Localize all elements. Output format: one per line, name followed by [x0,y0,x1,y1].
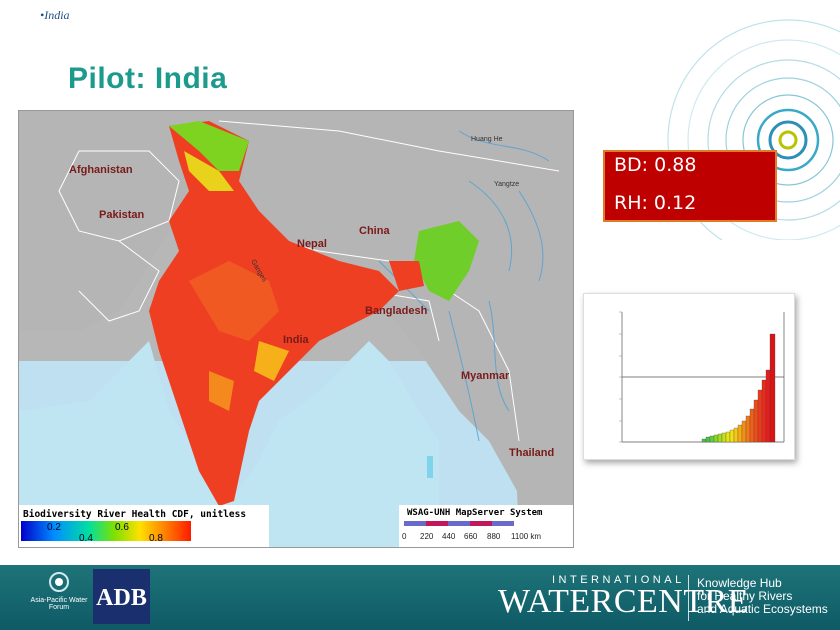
swirl-decoration-icon [667,19,840,240]
breadcrumb: •India [40,8,70,22]
legend-title: Biodiversity River Health CDF, unitless [23,509,246,520]
kh-line-1: Knowledge Hub [697,576,782,590]
server-label: WSAG-UNH MapServer System [407,508,543,518]
stats-box: BD: 0.88 RH: 0.12 [603,150,777,222]
apwf-logo: Asia-Pacific Water Forum [26,569,92,627]
scale-tick-0: 0 [402,532,407,541]
legend-tick-0: 0.2 [47,522,61,533]
adb-logo: ADB [93,569,150,624]
histogram-thumbnail-chart [619,311,785,443]
footer-bar: Asia-Pacific Water Forum ADB INTERNATION… [0,565,840,630]
kh-line-2: for Healthy Rivers [697,589,793,603]
label-pakistan: Pakistan [99,209,145,221]
page-title: Pilot: India [68,62,228,95]
rh-value: RH: 0.12 [614,192,697,214]
iwc-main-label: WATERCENTRE [498,583,750,620]
iwc-top-label: INTERNATIONAL [552,574,685,586]
map-canvas: Afghanistan Pakistan Nepal China India B… [19,111,573,547]
apwf-label: Asia-Pacific Water Forum [30,597,88,611]
label-afghanistan: Afghanistan [69,164,133,176]
legend-tick-2: 0.6 [115,522,129,533]
legend-color-bar [21,521,191,541]
label-yangtze: Yangtze [494,181,519,188]
adb-label: ADB [96,585,147,611]
scale-tick-1: 220 [420,532,434,541]
water-drop-logo-icon [49,572,69,592]
scale-tick-4: 880 [487,532,501,541]
scale-tick-5: 1100 km [511,532,541,541]
label-thailand: Thailand [509,447,554,459]
scale-tick-2: 440 [442,532,456,541]
label-huang-he: Huang He [471,136,503,143]
scale-tick-3: 660 [464,532,478,541]
label-myanmar: Myanmar [461,370,510,382]
kh-line-3: and Aquatic Ecosystems [697,602,828,616]
label-india: India [283,334,310,346]
histogram-thumbnail [583,293,795,460]
label-bangladesh: Bangladesh [365,305,428,317]
bd-value: BD: 0.88 [614,154,697,176]
river-health-map: Afghanistan Pakistan Nepal China India B… [18,110,574,548]
label-nepal: Nepal [297,238,327,250]
label-china: China [359,225,390,237]
iwc-divider [688,575,689,621]
legend-tick-3: 0.8 [149,533,163,544]
legend-tick-1: 0.4 [79,533,93,544]
